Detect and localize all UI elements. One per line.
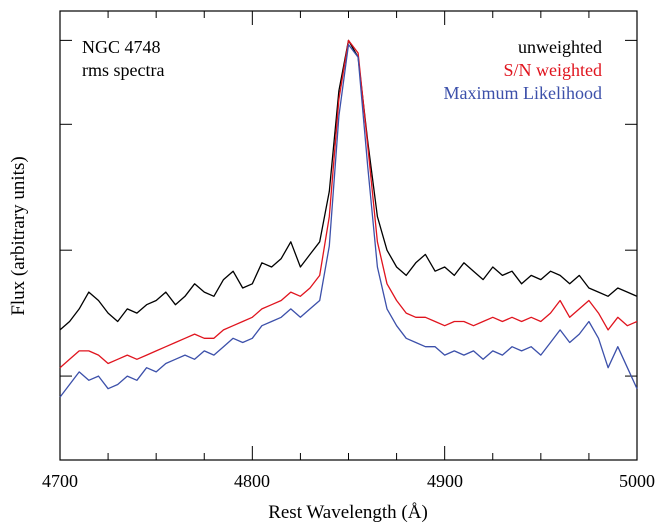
series-group <box>59 39 638 398</box>
legend-label-unweighted: unweighted <box>518 37 602 57</box>
x-tick-label-4900: 4900 <box>427 471 463 491</box>
y-axis-title: Flux (arbitrary units) <box>8 156 29 315</box>
series-line-1 <box>59 39 638 369</box>
annotation-object: NGC 4748 <box>82 37 161 57</box>
x-tick-label-4700: 4700 <box>42 471 78 491</box>
series-line-2 <box>59 43 638 398</box>
x-tick-label-5000: 5000 <box>619 471 655 491</box>
x-axis-title: Rest Wavelength (Å) <box>268 502 428 523</box>
legend-label-sn-weighted: S/N weighted <box>504 60 603 80</box>
x-tick-label-4800: 4800 <box>234 471 270 491</box>
legend-label-maximum-likelihood: Maximum Likelihood <box>444 83 602 103</box>
annotation-spectrum-type: rms spectra <box>82 60 164 80</box>
